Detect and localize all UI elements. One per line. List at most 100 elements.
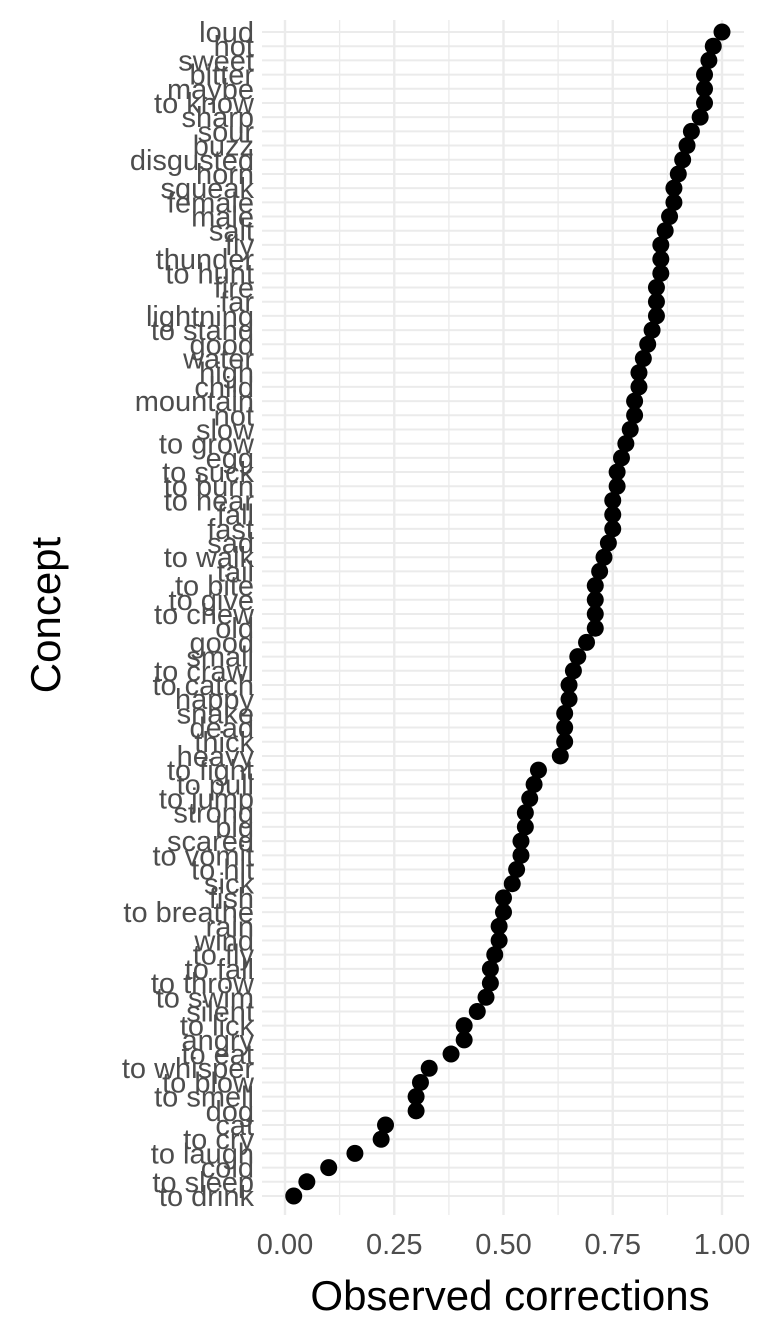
concept-label: rain	[206, 911, 254, 943]
concept-label: to vomit	[152, 840, 254, 872]
data-point	[578, 633, 596, 651]
data-point	[674, 151, 692, 169]
concept-label: snake	[177, 698, 254, 730]
data-point	[468, 1002, 486, 1020]
data-point	[407, 1088, 425, 1106]
concept-label: thunder	[156, 244, 255, 276]
concept-label: loud	[199, 17, 254, 49]
concept-label: good	[189, 627, 254, 659]
concept-label: fish	[209, 883, 254, 915]
data-point	[495, 889, 512, 907]
concept-label: slow	[196, 414, 255, 446]
data-point	[704, 37, 722, 55]
data-point	[556, 733, 574, 751]
data-point	[477, 988, 495, 1006]
concept-label: not	[214, 400, 254, 432]
data-point	[481, 974, 499, 992]
concept-label: far	[220, 287, 254, 319]
data-point	[630, 378, 648, 396]
data-point	[647, 293, 665, 311]
data-point	[652, 236, 670, 254]
data-point	[481, 960, 499, 978]
data-point	[516, 804, 534, 822]
concept-label: to suck	[162, 457, 254, 489]
data-point	[621, 420, 639, 438]
data-point	[652, 250, 670, 268]
x-tick-label: 1.00	[694, 1229, 750, 1261]
concept-label: to eat	[181, 1039, 254, 1071]
concept-label: heavy	[177, 741, 255, 773]
concept-label: old	[215, 613, 254, 645]
concept-label: hot	[214, 31, 254, 63]
concept-label: small	[186, 642, 254, 674]
concept-label: male	[191, 202, 254, 234]
concept-label: to stand	[151, 315, 254, 347]
data-point	[490, 917, 508, 935]
concept-label: to cry	[183, 1124, 254, 1156]
concept-label: good	[189, 329, 254, 361]
data-point	[503, 875, 521, 893]
concept-label: fast	[207, 514, 254, 546]
data-point	[691, 108, 709, 126]
concept-label: to sleep	[152, 1167, 254, 1199]
x-axis-title: Observed corrections	[310, 1272, 709, 1319]
concept-label: disgusted	[130, 145, 254, 177]
concept-label: to blow	[162, 1067, 255, 1099]
data-point	[372, 1130, 390, 1148]
data-point	[551, 747, 569, 765]
concept-label: to crawl	[154, 656, 254, 688]
data-point	[626, 406, 644, 424]
concept-label: salt	[209, 216, 254, 248]
data-point	[516, 818, 534, 836]
concept-label: to hunt	[165, 258, 254, 290]
data-point	[586, 577, 604, 595]
data-point	[525, 775, 543, 793]
concept-label: lightning	[146, 301, 254, 333]
data-point	[346, 1144, 364, 1162]
concept-label: to fly	[193, 940, 255, 972]
data-point	[420, 1059, 438, 1077]
concept-label: fly	[225, 230, 255, 262]
data-point	[556, 704, 574, 722]
concept-label: sharp	[181, 102, 254, 134]
concept-label: to grow	[159, 429, 255, 461]
data-points	[285, 23, 731, 1205]
concept-label: silent	[186, 996, 254, 1028]
concept-label: to know	[154, 88, 255, 120]
data-point	[442, 1045, 460, 1063]
concept-label: to chew	[154, 599, 255, 631]
data-point	[604, 520, 622, 538]
concept-label: tail	[217, 556, 254, 588]
concept-label: to lick	[180, 1011, 255, 1043]
data-point	[586, 591, 604, 609]
concept-label: bitter	[190, 60, 255, 92]
concept-label: happy	[175, 684, 255, 716]
concept-label: egg	[206, 443, 254, 475]
concept-label: to laugh	[151, 1138, 254, 1170]
concept-label: to burn	[164, 471, 254, 503]
concept-label: child	[194, 372, 254, 404]
concept-label: sweet	[178, 45, 254, 77]
data-point	[595, 548, 613, 566]
data-point	[665, 179, 683, 197]
x-tick-label: 0.75	[585, 1229, 641, 1261]
concept-label: dog	[206, 1096, 254, 1128]
concept-label: to swim	[156, 982, 254, 1014]
concept-label: big	[215, 812, 254, 844]
data-point	[608, 477, 626, 495]
data-point	[521, 790, 539, 808]
data-point	[647, 279, 665, 297]
data-point	[639, 335, 657, 353]
data-point	[495, 903, 512, 921]
data-point	[604, 491, 622, 509]
data-point	[669, 165, 687, 183]
concept-label: cat	[215, 1110, 254, 1142]
data-point	[556, 719, 574, 737]
concept-label: to catch	[152, 670, 254, 702]
data-point	[696, 66, 714, 84]
concept-label: fall	[217, 500, 254, 532]
data-point	[508, 861, 526, 879]
concept-label: sick	[204, 869, 254, 901]
concept-label: sad	[207, 528, 254, 560]
